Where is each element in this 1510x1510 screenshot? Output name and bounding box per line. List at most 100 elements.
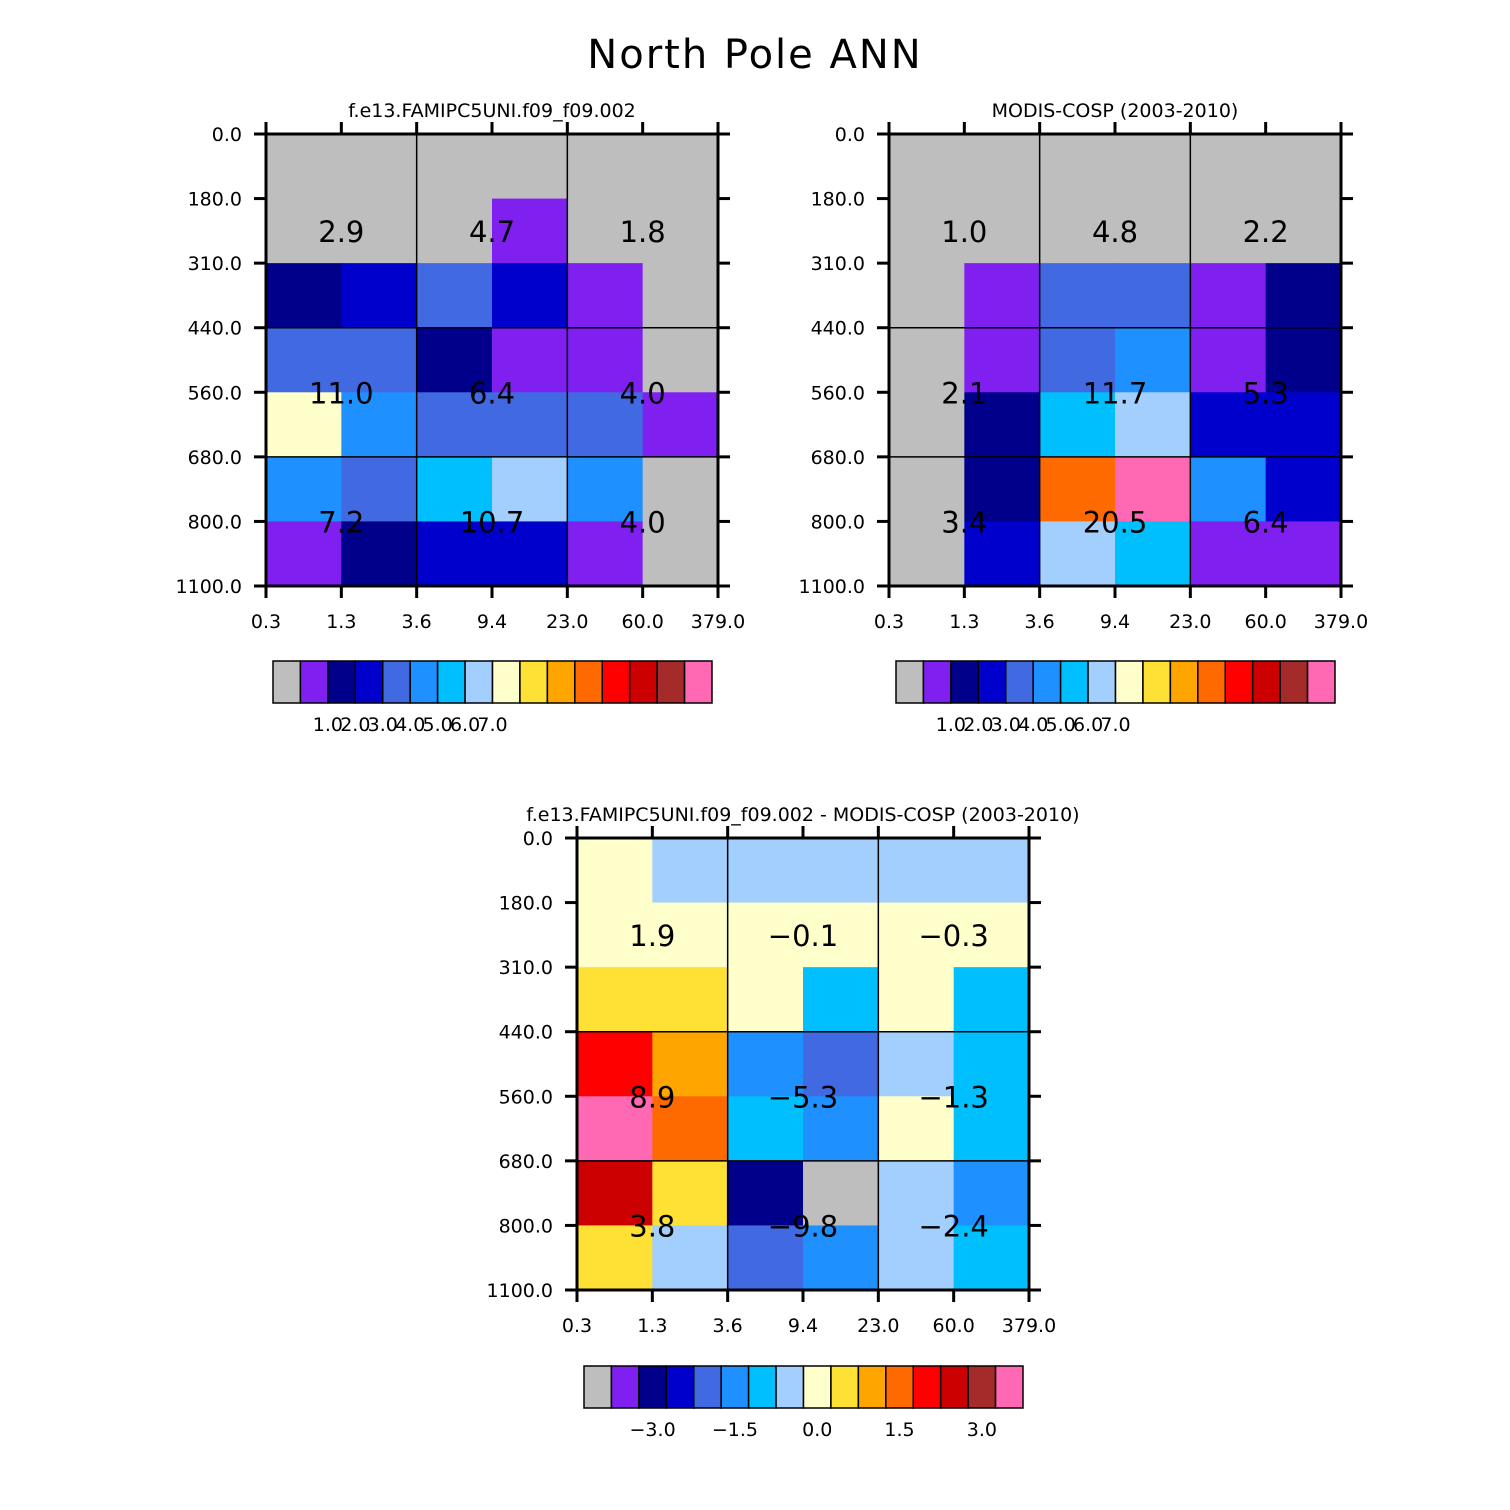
heatmap-cell (953, 967, 1030, 1033)
heatmap-cell (341, 198, 418, 264)
y-tick-label: 560.0 (188, 382, 242, 404)
colorbar-swatch (574, 660, 603, 704)
heatmap-cell (878, 1096, 955, 1162)
x-tick-label: 0.3 (562, 1315, 592, 1337)
heatmap-cell (266, 521, 342, 587)
heatmap-cell (803, 1160, 879, 1226)
y-tick-label: 0.0 (212, 124, 242, 146)
heatmap-cell (341, 263, 418, 329)
colorbar-swatch (885, 1365, 914, 1409)
heatmap-cell (266, 392, 342, 458)
heatmap-cell (416, 263, 493, 329)
heatmap-cell (727, 1225, 804, 1291)
colorbar-swatch (1224, 660, 1254, 704)
colorbar-label: 1.0 (936, 714, 966, 736)
group-total: 1.8 (620, 215, 666, 249)
colorbar-swatch (977, 660, 1007, 704)
colorbar-label: 0.0 (802, 1419, 832, 1441)
x-tick-label: 1.3 (949, 611, 979, 633)
heatmap-cell (266, 134, 342, 200)
colorbar-swatch (665, 1365, 695, 1409)
heatmap-cell (889, 521, 965, 587)
colorbar-swatch (1142, 660, 1172, 704)
x-tick-label: 23.0 (546, 611, 588, 633)
heatmap-cell (642, 327, 719, 393)
panel-1: f.e13.FAMIPC5UNI.f09_f09.002 0.0 180.0 310.… (176, 100, 746, 736)
heatmap-cell (1265, 134, 1342, 200)
colorbar-swatch (1279, 660, 1309, 704)
x-tick-label: 23.0 (857, 1315, 899, 1337)
heatmap-cell (1265, 456, 1342, 522)
colorbar-swatch (1087, 660, 1117, 704)
heatmap-cell (652, 838, 729, 904)
colorbar-swatch (382, 660, 411, 704)
colorbar-label: 4.0 (395, 714, 425, 736)
colorbar-swatch (464, 660, 494, 704)
heatmap-cell (577, 967, 653, 1033)
heatmap-cell (341, 134, 418, 200)
colorbar-label: 6.0 (1073, 714, 1103, 736)
heatmap-cell (652, 967, 729, 1033)
heatmap-cell (1039, 392, 1116, 458)
heatmap-cell (953, 1225, 1030, 1291)
heatmap-cell (964, 198, 1041, 264)
heatmap-cell (878, 1160, 955, 1226)
x-tick-label: 9.4 (1100, 611, 1130, 633)
colorbar-swatch (354, 660, 384, 704)
x-tick-label: 23.0 (1169, 611, 1211, 633)
heatmap-cell (416, 134, 493, 200)
group-total: 4.0 (620, 505, 666, 539)
heatmap-cell (577, 1031, 653, 1097)
colorbar-swatch (656, 660, 686, 704)
heatmap-cell (416, 456, 493, 522)
colorbar-swatch (967, 1365, 997, 1409)
heatmap-cell (803, 1031, 879, 1097)
colorbar-swatch (1059, 660, 1089, 704)
colorbar-swatch (583, 1365, 613, 1409)
x-tick-label: 0.3 (874, 611, 904, 633)
colorbar-label: 2.0 (340, 714, 370, 736)
colorbar: 1.02.03.04.05.06.07.0 (272, 660, 713, 736)
heatmap-cell (492, 521, 568, 587)
colorbar-swatch (802, 1365, 832, 1409)
group-total: 4.7 (469, 215, 515, 249)
x-tick-label: 3.6 (402, 611, 432, 633)
heatmap-cell (1265, 263, 1342, 329)
heatmap-cell (416, 327, 493, 393)
y-tick-label: 180.0 (499, 893, 553, 915)
heatmap-cell (889, 392, 965, 458)
heatmap-cell (878, 967, 955, 1033)
y-tick-label: 310.0 (499, 957, 553, 979)
colorbar-swatch (1251, 660, 1281, 704)
heatmap-cell (341, 521, 418, 587)
colorbar-swatch (638, 1365, 668, 1409)
heatmap-cell (1265, 327, 1342, 393)
colorbar-label: 5.0 (1046, 714, 1076, 736)
heatmap-cell (642, 392, 719, 458)
heatmap-cell (642, 134, 719, 200)
heatmap-cell (964, 521, 1041, 587)
heatmap-cell (727, 1096, 804, 1162)
group-total: 8.9 (629, 1080, 675, 1114)
group-total: −2.4 (918, 1209, 988, 1243)
colorbar-label: 5.0 (423, 714, 453, 736)
colorbar-swatch (1032, 660, 1062, 704)
colorbar-swatch (895, 660, 925, 704)
heatmap-cell (567, 521, 644, 587)
x-tick-label: 60.0 (622, 611, 664, 633)
colorbar: 1.02.03.04.05.06.07.0 (895, 660, 1336, 736)
colorbar-swatch (299, 660, 329, 704)
heatmap-cell (953, 902, 1030, 968)
group-total: 1.9 (629, 919, 675, 953)
group-total: −0.1 (768, 919, 838, 953)
colorbar-label: 1.5 (884, 1419, 914, 1441)
heatmap-cell (416, 198, 493, 264)
colorbar-label: 3.0 (967, 1419, 997, 1441)
heatmap-cell (1039, 198, 1116, 264)
heatmap-cell (567, 263, 644, 329)
heatmap-cell (1115, 134, 1191, 200)
group-total: −0.3 (918, 919, 988, 953)
colorbar-swatch (912, 1365, 942, 1409)
heatmap-cell (889, 327, 965, 393)
x-tick-label: 9.4 (477, 611, 507, 633)
